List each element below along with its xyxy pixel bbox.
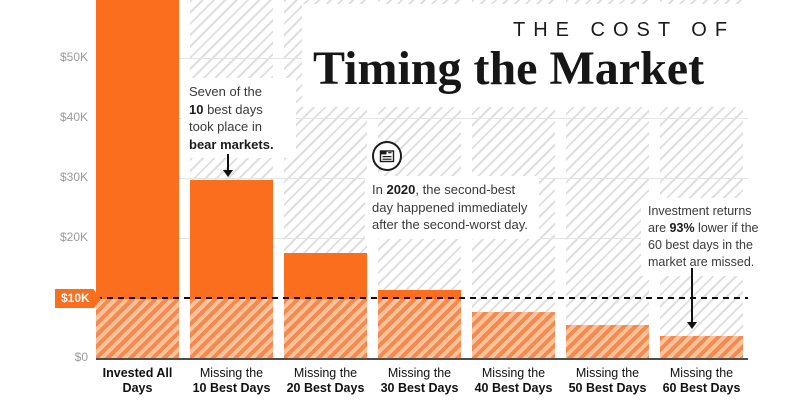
x-axis-label-line: 10 Best Days: [192, 381, 271, 395]
annotation-text-bold: 2020: [386, 182, 416, 197]
x-axis-label: Missing the 20 Best Days: [280, 366, 372, 396]
annotation-2020: In 2020, the second-best day happened im…: [365, 176, 539, 239]
x-axis-label-line: 20 Best Days: [286, 381, 365, 395]
x-axis-label-line: 60 Best Days: [662, 381, 741, 395]
reference-line-10k: [96, 297, 748, 299]
y-axis-tick-label: $30K: [59, 170, 88, 184]
x-axis-label-line: Missing the: [293, 366, 358, 380]
annotation-text: after the second-worst day.: [372, 217, 528, 232]
title-background: [302, 4, 800, 107]
bar-hatched-initial-investment: [378, 299, 461, 358]
bar-hatched-initial-investment: [566, 325, 649, 358]
bar-hatched-initial-investment: [284, 299, 367, 358]
x-axis-label-line: Missing the: [481, 366, 546, 380]
x-axis-label: Invested All Days: [92, 366, 184, 396]
bar-hatched-initial-investment: [472, 311, 555, 358]
x-axis-label-line: Invested All Days: [102, 366, 173, 395]
x-axis-label-line: 30 Best Days: [380, 381, 459, 395]
bar-hatched-initial-investment: [96, 299, 179, 358]
y-axis-tick-label: $0: [74, 350, 88, 364]
gridline: [96, 238, 748, 239]
x-axis-label-line: Missing the: [669, 366, 734, 380]
x-axis-label: Missing the 10 Best Days: [186, 366, 278, 396]
y-axis-tick-label: $50K: [59, 50, 88, 64]
y-axis-tick-label: $20K: [59, 230, 88, 244]
arrow-to-bar-10-best: [227, 154, 229, 170]
gridline: [96, 118, 748, 119]
annotation-text-bold: 93%: [669, 221, 695, 235]
annotation-text: Investment returns: [648, 204, 752, 218]
reference-badge-10k: $10K: [55, 289, 101, 308]
x-axis-label: Missing the 60 Best Days: [656, 366, 748, 396]
reference-badge-label: $10K: [55, 289, 94, 308]
bar-hatched-initial-investment: [660, 335, 743, 358]
annotation-text: are: [648, 221, 670, 235]
annotation-text: Seven of the: [189, 84, 262, 99]
annotation-returns: Investment returns are 93% lower if the …: [641, 198, 777, 276]
annotation-text: market are missed.: [648, 255, 755, 269]
arrow-head-down: [223, 170, 233, 177]
annotation-text: day happened immediately: [372, 199, 528, 215]
arrow-to-bar-60-best: [691, 268, 693, 322]
annotation-text: best days: [203, 101, 263, 117]
annotation-text: , the second-best: [415, 182, 516, 197]
annotation-text: took place in: [189, 119, 262, 134]
calendar-icon: [379, 150, 395, 163]
arrow-head-down: [687, 322, 697, 329]
calendar-icon-circle: [372, 141, 402, 171]
x-axis-label-line: Missing the: [199, 366, 264, 380]
bar-hatched-initial-investment: [190, 299, 273, 358]
annotation-text: lower if the: [694, 221, 759, 235]
badge-arrow-tip: [93, 289, 101, 308]
title-kicker: THE COST OF: [513, 19, 736, 41]
annotation-text: In: [372, 182, 387, 197]
x-axis-baseline: [96, 358, 748, 360]
x-axis-label: Missing the 50 Best Days: [562, 366, 654, 396]
x-axis-label-line: 40 Best Days: [474, 381, 553, 395]
annotation-text-bold: 10: [189, 101, 204, 117]
annotation-bear-markets: Seven of the 10 best days took place in …: [182, 78, 296, 158]
x-axis-label-line: Missing the: [387, 366, 452, 380]
x-axis-label-line: 50 Best Days: [568, 381, 647, 395]
x-axis-label: Missing the 30 Best Days: [374, 366, 466, 396]
page-title: Timing the Market: [313, 42, 705, 95]
x-axis-label: Missing the 40 Best Days: [468, 366, 560, 396]
x-axis-label-line: Missing the: [575, 366, 640, 380]
annotation-text: 60 best days in the: [648, 238, 753, 252]
annotation-text-bold: bear markets.: [189, 136, 274, 152]
y-axis-tick-label: $40K: [59, 110, 88, 124]
